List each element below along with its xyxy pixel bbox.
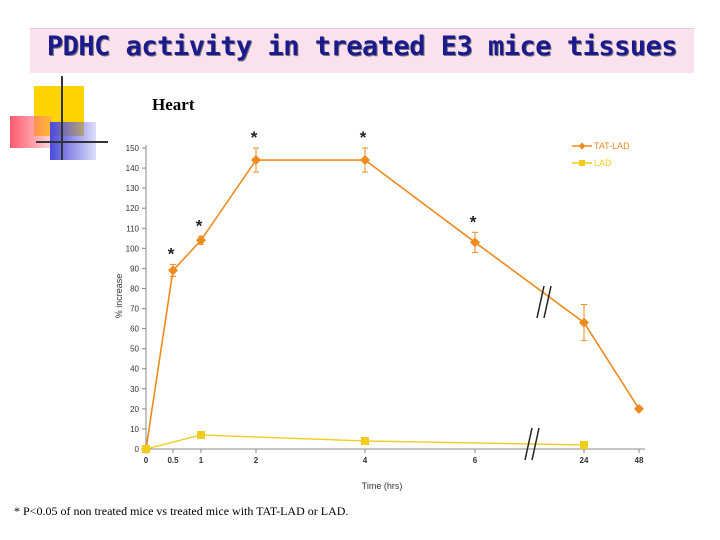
significance-star: * [360, 128, 367, 147]
x-tick-label: 1 [199, 456, 204, 465]
legend-label: LAD [594, 158, 612, 168]
y-tick-label: 40 [130, 365, 139, 374]
y-tick-label: 130 [126, 184, 140, 193]
axis-break-mark [536, 285, 545, 319]
y-tick-label: 120 [126, 204, 140, 213]
y-tick-label: 50 [130, 345, 139, 354]
x-tick-label: 0.5 [167, 456, 179, 465]
y-tick-label: 30 [130, 385, 139, 394]
x-tick-label: 24 [580, 456, 589, 465]
x-axis-label: Time (hrs) [362, 481, 403, 491]
significance-star: * [470, 212, 477, 231]
significance-star: * [196, 216, 203, 235]
y-tick-label: 60 [130, 325, 139, 334]
x-tick-label: 48 [635, 456, 644, 465]
y-tick-label: 140 [126, 164, 140, 173]
significance-star: * [251, 128, 258, 147]
axis-break-mark [543, 285, 552, 319]
series-line-tat-lad [145, 159, 640, 450]
data-point-lad [142, 445, 150, 453]
data-point-tat-lad [251, 155, 261, 166]
legend-marker [579, 160, 585, 166]
x-tick-label: 2 [254, 456, 259, 465]
legend-marker [578, 142, 586, 150]
axis-break-mark [531, 427, 540, 461]
slide-title: PDHC activity in treated E3 mice tissues [46, 31, 678, 62]
title-bar: PDHC activity in treated E3 mice tissues [30, 28, 694, 73]
data-point-tat-lad [360, 155, 370, 166]
data-point-tat-lad [196, 235, 206, 246]
data-point-lad [361, 436, 369, 445]
y-tick-label: 80 [130, 284, 139, 293]
footnote: * P<0.05 of non treated mice vs treated … [14, 504, 349, 518]
deco-horizontal-line [36, 141, 108, 143]
data-point-tat-lad [579, 317, 589, 328]
chart-title: Heart [152, 95, 195, 114]
x-tick-label: 6 [473, 456, 478, 465]
legend-label: TAT-LAD [594, 141, 630, 151]
significance-star: * [168, 244, 175, 263]
y-tick-label: 100 [126, 244, 140, 253]
y-axis-label: % increase [114, 274, 124, 319]
data-point-tat-lad [168, 265, 178, 276]
data-point-lad [197, 430, 205, 439]
y-tick-label: 0 [135, 445, 140, 454]
y-tick-label: 110 [126, 224, 139, 233]
x-tick-label: 0 [144, 456, 149, 465]
deco-vertical-line [61, 76, 63, 160]
series-line-lad [145, 434, 585, 450]
y-tick-label: 90 [130, 264, 139, 273]
x-tick-label: 4 [363, 456, 368, 465]
y-tick-label: 10 [130, 425, 139, 434]
y-tick-label: 70 [130, 305, 139, 314]
data-point-tat-lad [634, 403, 644, 414]
axis-break-mark [524, 427, 533, 461]
data-point-tat-lad [470, 237, 480, 248]
data-point-lad [580, 440, 588, 449]
y-tick-label: 20 [130, 405, 139, 414]
y-tick-label: 150 [126, 144, 140, 153]
